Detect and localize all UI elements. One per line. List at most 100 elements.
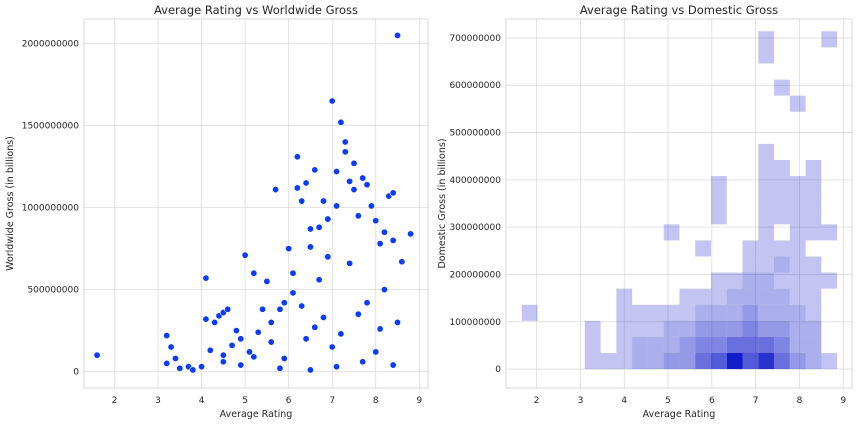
data-point [289,269,297,277]
data-point [289,289,297,297]
heatmap-cell [632,320,648,337]
chart-title: Average Rating vs Worldwide Gross [154,3,358,17]
heatmap-cell [758,240,775,257]
heatmap-cell [710,352,727,370]
data-point [346,177,354,185]
y-tick-label: 200000000 [449,270,501,280]
heatmap-cell [695,352,711,370]
data-point [263,277,271,285]
heatmap-cell [774,320,790,337]
y-tick-label: 500000000 [449,129,501,139]
heatmap-cell [789,320,806,337]
heatmap-cell [821,352,838,370]
x-tick-label: 6 [709,396,715,406]
data-point [276,364,284,372]
data-point [359,174,367,182]
y-tick-label: 2000000000 [22,40,80,50]
heatmap-cell [710,192,727,209]
x-tick-label: 6 [286,396,292,406]
x-tick-label: 2 [534,396,540,406]
heatmap-cell [632,336,648,353]
y-axis-label: Domestic Gross (in billions) [437,138,448,268]
data-point [372,348,380,356]
heatmap-cell [805,159,822,177]
data-point [350,186,358,194]
heatmap-cell [805,176,822,193]
x-tick-label: 7 [753,396,759,406]
heatmap-cell [758,159,775,177]
x-tick-label: 4 [199,396,205,406]
heatmap-cell [789,95,806,112]
x-tick-label: 3 [578,396,584,406]
heatmap-cell [616,320,633,337]
y-tick-label: 0 [73,368,79,378]
data-point [380,286,388,294]
heatmap-cell [679,336,696,353]
data-point [302,179,310,187]
heatmap-cell [805,352,822,370]
heatmap-cell [758,143,775,160]
data-point [232,327,240,335]
data-point [367,202,375,210]
data-point [259,305,267,313]
heatmap-cell [789,336,806,353]
y-tick-label: 400000000 [449,176,501,186]
y-tick-label: 700000000 [449,34,501,44]
heatmap-cell [774,159,790,177]
worldwide-gross-scatter-plot: 2 3 4 5 6 7 8 9 0 500000000 1000000000 1500000000 20… [5,3,429,420]
heatmap-cell [758,47,775,64]
data-point [224,305,232,313]
data-point [354,212,362,220]
data-point [333,202,341,210]
heatmap-cell [726,288,743,305]
data-point [298,302,306,310]
y-tick-label: 500000000 [27,286,79,296]
heatmap-cell [584,320,601,337]
data-point [319,313,327,321]
heatmap-cell [758,256,775,273]
heatmap-cell [789,176,806,193]
x-tick-label: 8 [373,396,379,406]
heatmap-cell [758,192,775,209]
heatmap-cell [774,208,790,225]
data-point [372,217,380,225]
heatmap-cell [789,288,806,305]
heatmap-cell [710,336,727,353]
heatmap-cell [679,320,696,337]
data-point [311,166,319,174]
heatmap-cell [710,208,727,225]
data-point [237,361,245,369]
heatmap-cell [789,304,806,321]
data-point [398,258,406,266]
data-point [380,228,388,236]
heatmap-cell [521,304,538,321]
heatmap-cell [726,336,743,353]
data-point [241,251,249,259]
data-point [219,351,227,359]
x-tick-label: 9 [840,396,846,406]
heatmap-cell [726,320,743,337]
heatmap-cell [710,320,727,337]
data-point [171,354,179,362]
data-point [359,358,367,366]
heatmap-cell [774,304,790,321]
heatmap-cell [805,192,822,209]
data-point [211,318,219,326]
heatmap-cell [695,320,711,337]
data-point [319,197,327,205]
data-point [354,310,362,318]
data-point [202,274,210,282]
heatmap-cell [726,304,743,321]
data-point [267,338,275,346]
heatmap-cell [742,352,759,370]
heatmap-cell [805,208,822,225]
heatmap-cell [710,304,727,321]
x-tick-label: 8 [797,396,803,406]
data-point [333,363,341,371]
data-point [328,97,336,105]
data-point [389,361,397,369]
data-point [228,341,236,349]
heatmap-cell [742,240,759,257]
heatmap-cell [758,208,775,225]
data-point [167,343,175,351]
